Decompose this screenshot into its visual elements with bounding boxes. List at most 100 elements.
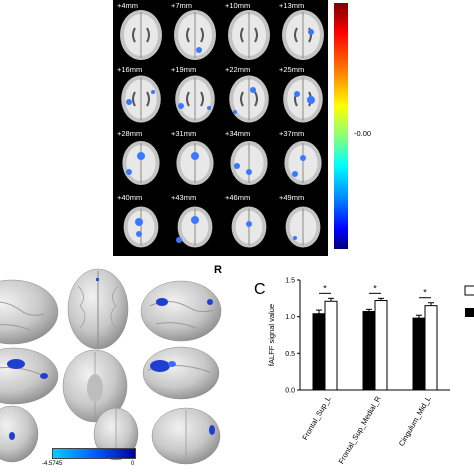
axial-slice: +43mm — [169, 192, 221, 254]
brain-left-lateral — [0, 279, 59, 345]
brain-slice-image — [228, 10, 270, 60]
activation-cluster — [151, 90, 155, 94]
activation-cluster — [233, 110, 237, 114]
activation-cluster — [234, 163, 240, 169]
brain-slice-image — [176, 141, 214, 185]
activation-cluster — [191, 216, 199, 224]
slice-depth-label: +25mm — [279, 65, 305, 74]
significance-marker: * — [323, 283, 327, 293]
axial-slice: +49mm — [277, 192, 329, 254]
slice-depth-label: +22mm — [225, 65, 251, 74]
slice-depth-label: +37mm — [279, 129, 305, 138]
axial-slice: +19mm — [169, 64, 221, 126]
brain-slice-image — [174, 10, 216, 60]
axial-slice: +28mm — [115, 128, 167, 190]
brain-ventral — [62, 349, 128, 423]
panel-c-letter: C — [254, 281, 266, 298]
slice-depth-label: +31mm — [171, 129, 197, 138]
activation-cluster — [307, 96, 315, 104]
brain-slice-image — [284, 141, 322, 185]
activation-cluster — [300, 155, 306, 161]
falff-bar-chart: 0.0 0.5 1.0 1.5 fALFF signal value * Frontal_S… — [267, 278, 450, 465]
axial-slice: +22mm — [223, 64, 275, 126]
brain-right-medial — [142, 346, 220, 400]
bar — [324, 300, 338, 391]
activation-cluster — [292, 171, 298, 177]
brain-slice-image — [283, 75, 323, 123]
colorbar-panel-b — [52, 448, 136, 459]
brain-right-lateral — [140, 280, 222, 342]
legend-swatch-filled — [465, 308, 474, 317]
legend-fragment — [464, 285, 474, 317]
colorbar-panel-a — [334, 3, 348, 249]
slice-depth-label: +10mm — [225, 1, 251, 10]
axial-slice: +25mm — [277, 64, 329, 126]
brain-slice-image — [230, 141, 268, 185]
colorbar-panel-b-max: 0 — [131, 461, 135, 467]
brain-posterior-left — [0, 405, 39, 463]
surface-render-panel — [0, 268, 222, 465]
y-tick-label: 0.5 — [285, 351, 295, 358]
slice-depth-label: +28mm — [117, 129, 143, 138]
activation-cluster — [176, 237, 182, 243]
axial-slice: +46mm — [223, 192, 275, 254]
bar — [412, 317, 426, 391]
axial-slice-grid: +4mm +7mm +10mm +13mm +16mm +19mm +22mm +25mm +2… — [113, 0, 328, 256]
axial-slice: +34mm — [223, 128, 275, 190]
brain-slice-image — [121, 75, 161, 123]
activation-cluster — [126, 169, 132, 175]
brain-slice-image — [122, 141, 160, 185]
activation-cluster — [135, 218, 143, 226]
axial-slice: +4mm — [115, 0, 167, 62]
bar — [312, 313, 326, 391]
activation-cluster — [294, 91, 300, 97]
y-axis-label: fALFF signal value — [267, 304, 276, 366]
activation-cluster — [191, 152, 199, 160]
slice-depth-label: +46mm — [225, 193, 251, 202]
bar — [374, 300, 388, 391]
activation-cluster — [137, 152, 145, 160]
significance-marker: * — [423, 288, 427, 298]
bar — [424, 305, 438, 391]
activation-cluster — [293, 236, 297, 240]
slice-depth-label: +16mm — [117, 65, 143, 74]
activation-cluster — [196, 47, 202, 53]
activation-cluster — [308, 29, 314, 35]
slice-depth-label: +19mm — [171, 65, 197, 74]
x-tick-label: Frontal_Sup_Medial_R — [337, 394, 383, 465]
slice-depth-label: +49mm — [279, 193, 305, 202]
x-tick-label: Cingulum_Mid_L — [397, 395, 433, 448]
axial-slice: +16mm — [115, 64, 167, 126]
brain-slice-image — [175, 75, 215, 123]
brain-slice-image — [229, 75, 269, 123]
slice-depth-label: +7mm — [171, 1, 193, 10]
x-tick-label: Frontal_Sup_L — [300, 395, 332, 442]
y-tick-label: 1.5 — [285, 278, 295, 285]
axial-slice: +13mm — [277, 0, 329, 62]
slice-depth-label: +34mm — [225, 129, 251, 138]
brain-slice-image — [120, 10, 162, 60]
brain-slice-image — [231, 206, 267, 248]
brain-slice-image — [282, 10, 324, 60]
activation-cluster — [126, 99, 132, 105]
activation-cluster — [246, 221, 252, 227]
hemisphere-side-label: R — [214, 264, 222, 276]
axial-slice: +10mm — [223, 0, 275, 62]
bar — [362, 311, 376, 391]
slice-depth-label: +43mm — [171, 193, 197, 202]
legend-swatch-open — [464, 285, 474, 296]
brain-slice-image — [176, 206, 213, 248]
significance-marker: * — [373, 283, 377, 293]
axial-slice: +37mm — [277, 128, 329, 190]
axial-slice: +40mm — [115, 192, 167, 254]
activation-cluster — [250, 87, 256, 93]
brain-anterior — [151, 407, 221, 465]
activation-cluster — [136, 231, 142, 237]
brain-slice-image — [285, 206, 321, 248]
axial-slice: +7mm — [169, 0, 221, 62]
brain-slice-image — [123, 206, 159, 248]
activation-cluster — [207, 106, 211, 110]
activation-cluster — [178, 103, 184, 109]
colorbar-panel-b-min: -4.5745 — [42, 461, 63, 467]
slice-depth-label: +4mm — [117, 1, 139, 10]
